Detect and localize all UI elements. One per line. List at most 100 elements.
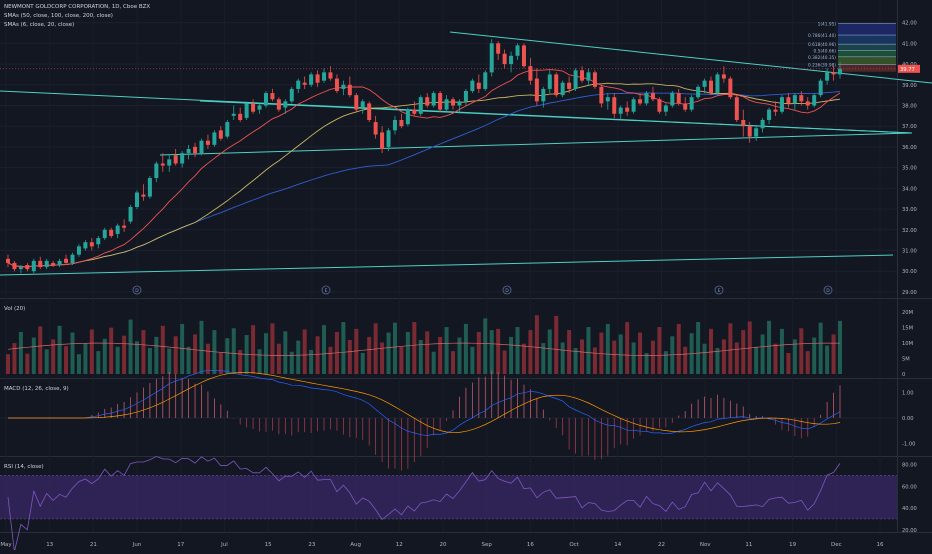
volume-bar xyxy=(676,323,681,374)
volume-bar xyxy=(115,346,120,374)
volume-bar xyxy=(773,343,778,374)
volume-bar xyxy=(167,348,172,374)
candle-body xyxy=(83,242,88,249)
candle-body xyxy=(741,120,746,127)
candle-body xyxy=(831,72,836,75)
candle-body xyxy=(650,93,655,100)
candle-body xyxy=(580,70,585,81)
fib-zone xyxy=(838,44,896,51)
candle-body xyxy=(638,99,643,104)
candle-body xyxy=(309,74,314,85)
price-tick-label: 35.00 xyxy=(902,166,917,172)
date-tick-label: 16 xyxy=(877,542,884,548)
fib-zone xyxy=(838,23,896,36)
volume-bar xyxy=(25,353,30,374)
volume-bar xyxy=(792,339,797,374)
volume-bar xyxy=(741,330,746,374)
volume-bar xyxy=(818,322,823,374)
volume-bar xyxy=(141,330,146,374)
candle-body xyxy=(509,55,514,65)
volume-bar xyxy=(231,328,236,374)
volume-bar xyxy=(586,327,591,374)
fib-level-label: 0.5(40.66) xyxy=(814,48,837,54)
volume-bar xyxy=(444,327,449,374)
candle-body xyxy=(315,74,320,83)
date-tick-label: 21 xyxy=(90,542,97,548)
macd-pane-title: MACD (12, 26, close, 9) xyxy=(4,386,69,392)
event-marker-label: D xyxy=(135,288,139,294)
sma-fast-line xyxy=(7,69,841,268)
rsi-tick-label: 80.00 xyxy=(902,463,917,469)
volume-bar xyxy=(709,328,714,374)
candle-body xyxy=(70,254,75,263)
event-marker xyxy=(321,285,331,295)
volume-bar xyxy=(728,323,733,374)
fib-zone xyxy=(838,64,896,72)
volume-bar xyxy=(360,352,365,374)
volume-bar xyxy=(347,340,352,374)
volume-bar xyxy=(534,315,539,374)
price-tick-label: 31.00 xyxy=(902,249,917,255)
candle-body xyxy=(31,260,36,272)
candle-body xyxy=(599,86,604,104)
sma-legend-2[interactable]: SMAs (6, close, 20, close) xyxy=(4,22,75,28)
candle-body xyxy=(767,109,772,120)
candle-body xyxy=(728,78,733,98)
volume-bar xyxy=(263,333,268,374)
volume-ma-line xyxy=(7,342,841,356)
volume-bar xyxy=(238,349,243,374)
volume-bar xyxy=(96,351,101,374)
volume-bar xyxy=(825,345,830,374)
sma-legend-1[interactable]: SMAs (50, close, 100, close, 200, close) xyxy=(4,13,113,19)
candle-body xyxy=(754,128,759,137)
volume-bar xyxy=(199,320,204,374)
candle-body xyxy=(354,95,359,110)
candle-body xyxy=(347,84,352,96)
volume-bar xyxy=(283,331,288,374)
volume-tick-label: 0 xyxy=(902,372,905,378)
candle-body xyxy=(193,146,198,154)
volume-bar xyxy=(270,323,275,374)
date-tick-label: 23 xyxy=(308,542,315,548)
rsi-tick-label: 40.00 xyxy=(902,506,917,512)
candle-body xyxy=(438,93,443,110)
volume-bar xyxy=(160,325,165,374)
price-tick-label: 38.00 xyxy=(902,104,917,110)
candle-body xyxy=(560,82,565,96)
volume-tick-label: 20M xyxy=(902,310,913,316)
volume-bar xyxy=(147,348,152,374)
volume-bar xyxy=(573,348,578,374)
volume-bar xyxy=(64,346,69,374)
volume-bar xyxy=(173,336,178,374)
candle-body xyxy=(173,155,178,164)
candle-body xyxy=(199,140,204,154)
candle-body xyxy=(676,93,681,104)
candle-body xyxy=(96,238,101,245)
fib-level-label: 0.786(41.40) xyxy=(808,33,836,39)
candle-body xyxy=(773,109,778,112)
candle-body xyxy=(463,91,468,102)
candle-body xyxy=(167,159,172,166)
candle-body xyxy=(592,72,597,87)
candle-body xyxy=(689,97,694,110)
candle-body xyxy=(244,103,249,118)
volume-bar xyxy=(31,337,36,374)
candle-body xyxy=(715,74,720,94)
volume-bar xyxy=(528,330,533,374)
volume-bar xyxy=(276,343,281,374)
candle-body xyxy=(786,97,791,104)
candle-body xyxy=(341,84,346,89)
fib-level-label: 0.236(39.98) xyxy=(808,62,836,68)
volume-bar xyxy=(779,328,784,374)
volume-bar xyxy=(51,339,56,374)
volume-bar xyxy=(399,346,404,374)
symbol-legend[interactable]: NEWMONT GOLDCORP CORPORATION, 1D, Cboe B… xyxy=(4,4,151,10)
candle-body xyxy=(296,80,301,89)
volume-bar xyxy=(412,322,417,374)
volume-bar xyxy=(683,346,688,374)
volume-bar xyxy=(541,343,546,374)
volume-bar xyxy=(476,331,481,374)
volume-tick-label: 15M xyxy=(902,326,913,332)
price-tick-label: 32.00 xyxy=(902,228,917,234)
